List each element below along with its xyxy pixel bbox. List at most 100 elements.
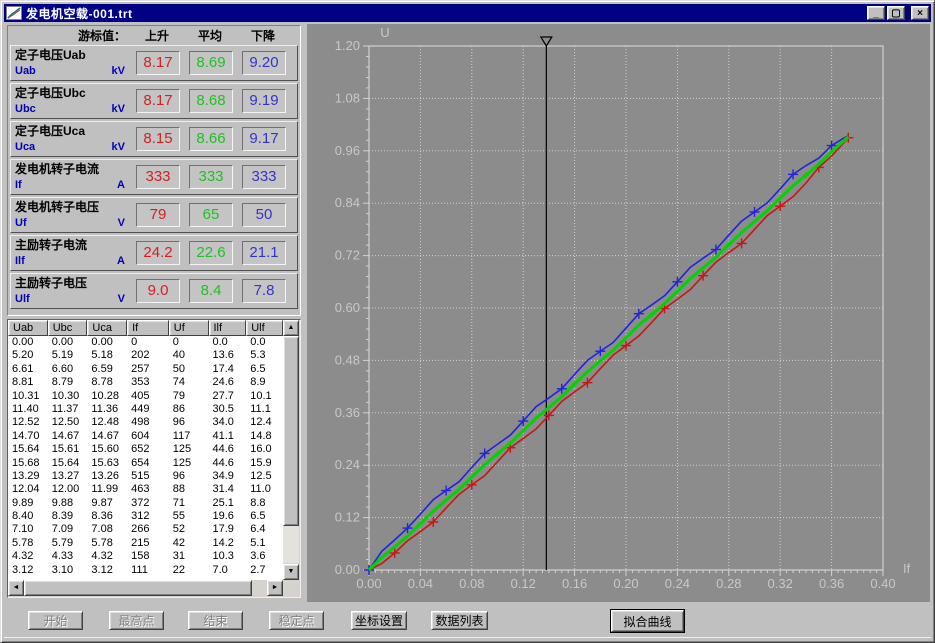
table-cell: 50 [172, 362, 186, 375]
signal-unit: A [117, 255, 125, 267]
table-row[interactable]: 4.32 4.33 4.32 158 31 10.3 3.6 [8, 550, 283, 563]
column-header-Uf[interactable]: Uf [168, 320, 209, 336]
table-cell: 6.60 [51, 362, 74, 375]
signal-name: 定子电压Uab [15, 48, 86, 62]
table-cell: 14.8 [250, 429, 272, 442]
table-row[interactable]: 10.31 10.30 10.28 405 79 27.7 10.1 [8, 390, 283, 403]
signal-sub: Ubc kV [15, 101, 127, 117]
action-button-7[interactable]: 拟合曲线 [611, 610, 684, 632]
table-cell: 11.99 [91, 483, 119, 496]
horizontal-scroll-thumb[interactable] [24, 580, 252, 596]
vertical-scroll-track[interactable] [283, 526, 299, 563]
table-cell: 3.6 [250, 550, 266, 563]
scroll-right-button[interactable]: ► [267, 580, 283, 596]
table-cell: 158 [131, 550, 150, 563]
table-cell: 10.28 [91, 389, 119, 402]
column-header-If[interactable]: If [127, 320, 169, 336]
y-tick-label: 0.36 [335, 405, 360, 420]
table-cell: 8.8 [250, 496, 266, 509]
action-button-5[interactable]: 坐标设置 [351, 611, 407, 630]
table-row[interactable]: 9.89 9.88 9.87 372 71 25.1 8.8 [8, 497, 283, 510]
value-box-avg: 8.68 [189, 89, 233, 113]
cursor-values-label: 游标值： [77, 28, 126, 43]
table-row[interactable]: 7.10 7.09 7.08 266 52 17.9 6.4 [8, 523, 283, 536]
x-tick-label: 0.20 [613, 576, 638, 591]
table-cell: 12.04 [12, 483, 40, 496]
vertical-scrollbar[interactable]: ▲ ▼ [283, 320, 300, 597]
column-header-Uab[interactable]: Uab [8, 320, 48, 336]
table-cell: 654 [131, 456, 150, 469]
table-cell: 74 [172, 376, 186, 389]
value-box-avg: 8.4 [189, 279, 233, 303]
table-cell: 71 [172, 496, 186, 509]
x-axis-title: If [903, 561, 911, 576]
table-cell: 14.67 [51, 429, 80, 442]
x-tick-label: 0.12 [511, 576, 536, 591]
minimize-icon: _ [873, 7, 879, 19]
signal-sub: Uca kV [15, 139, 127, 155]
table-row[interactable]: 5.78 5.79 5.78 215 42 14.2 5.1 [8, 537, 283, 550]
table-row[interactable]: 5.20 5.19 5.18 202 40 13.6 5.3 [8, 349, 283, 362]
horizontal-scrollbar[interactable]: ◄ ► [8, 580, 283, 597]
table-row[interactable]: 14.70 14.67 14.67 604 117 41.1 14.8 [8, 430, 283, 443]
column-header-Ilf[interactable]: Ilf [208, 320, 247, 336]
table-cell: 44.6 [212, 443, 234, 456]
table-cell: 8.78 [91, 376, 113, 389]
table-cell: 17.9 [212, 523, 234, 536]
table-row[interactable]: 8.40 8.39 8.36 312 55 19.6 6.5 [8, 510, 283, 523]
table-cell: 652 [131, 443, 150, 456]
table-row[interactable]: 15.68 15.64 15.63 654 125 44.6 15.9 [8, 457, 283, 470]
column-header-Uca[interactable]: Uca [87, 320, 128, 336]
signal-name: 定子电压Uca [15, 124, 86, 138]
cursor-row-label: 发电机转子电压 Uf V [11, 198, 127, 232]
table-cell: 463 [131, 483, 150, 496]
table-cell: 10.1 [250, 389, 272, 402]
table-row[interactable]: 13.29 13.27 13.26 515 96 34.9 12.5 [8, 470, 283, 483]
table-row[interactable]: 12.52 12.50 12.48 498 96 34.0 12.4 [8, 416, 283, 429]
table-row[interactable]: 12.04 12.00 11.99 463 88 31.4 11.0 [8, 483, 283, 496]
minimize-button[interactable]: _ [867, 6, 885, 20]
y-tick-label: 0.72 [335, 248, 360, 263]
vertical-scroll-thumb[interactable] [283, 336, 299, 526]
signal-name: 发电机转子电流 [15, 162, 100, 176]
signal-unit: kV [111, 103, 125, 115]
table-cell: 372 [131, 496, 150, 509]
scroll-up-button[interactable]: ▲ [283, 320, 299, 336]
table-cell: 11.0 [250, 483, 271, 496]
titlebar[interactable]: 发电机空载-001.trt _ ▢ × [4, 4, 931, 22]
cursor-handle[interactable] [539, 36, 553, 48]
y-axis-title: U [380, 25, 389, 40]
table-cell: 125 [172, 456, 192, 469]
close-button[interactable]: × [911, 6, 929, 20]
signal-name: 主励转子电流 [15, 238, 88, 252]
action-button-4: 稳定点 [269, 611, 324, 630]
table-cell: 5.18 [91, 349, 113, 362]
column-header-Ulf[interactable]: Ulf [246, 320, 283, 336]
data-table: Uab Ubc Uca If Uf Ilf Ulf 0.00 0.00 0.00 0 0 0.0 0.0… [7, 319, 301, 598]
bottom-separator [4, 637, 931, 638]
value-box-fall: 333 [242, 165, 286, 189]
chart-area[interactable]: 1.20 1.08 0.96 0.84 0.72 0.60 0.48 0.36 0.24 0.12… [307, 24, 930, 602]
table-row[interactable]: 15.64 15.61 15.60 652 125 44.6 16.0 [8, 443, 283, 456]
table-row[interactable]: 11.40 11.37 11.36 449 86 30.5 11.1 [8, 403, 283, 416]
cursor-row: 发电机转子电压 Uf V 79 65 50 [10, 197, 298, 233]
table-row[interactable]: 0.00 0.00 0.00 0 0 0.0 0.0 [8, 336, 283, 349]
y-tick-label: 0.60 [335, 300, 360, 315]
table-cell: 0.0 [250, 336, 266, 348]
column-header-Ubc[interactable]: Ubc [47, 320, 88, 336]
value-box-rise: 9.0 [136, 279, 180, 303]
scroll-left-button[interactable]: ◄ [8, 580, 24, 596]
table-row[interactable]: 3.12 3.10 3.12 111 22 7.0 2.7 [8, 564, 283, 577]
y-tick-label: 0.96 [335, 143, 360, 158]
scroll-down-button[interactable]: ▼ [283, 564, 299, 580]
table-row[interactable]: 8.81 8.79 8.78 353 74 24.6 8.9 [8, 376, 283, 389]
table-cell: 8.36 [91, 510, 113, 523]
table-cell: 5.20 [12, 349, 34, 362]
value-box-rise: 79 [136, 203, 180, 227]
action-button-6[interactable]: 数据列表 [431, 611, 488, 630]
signal-unit: kV [111, 141, 125, 153]
table-row[interactable]: 6.61 6.60 6.59 257 50 17.4 6.5 [8, 363, 283, 376]
table-cell: 125 [172, 443, 192, 456]
table-cell: 12.4 [250, 416, 272, 429]
maximize-button[interactable]: ▢ [887, 6, 905, 20]
